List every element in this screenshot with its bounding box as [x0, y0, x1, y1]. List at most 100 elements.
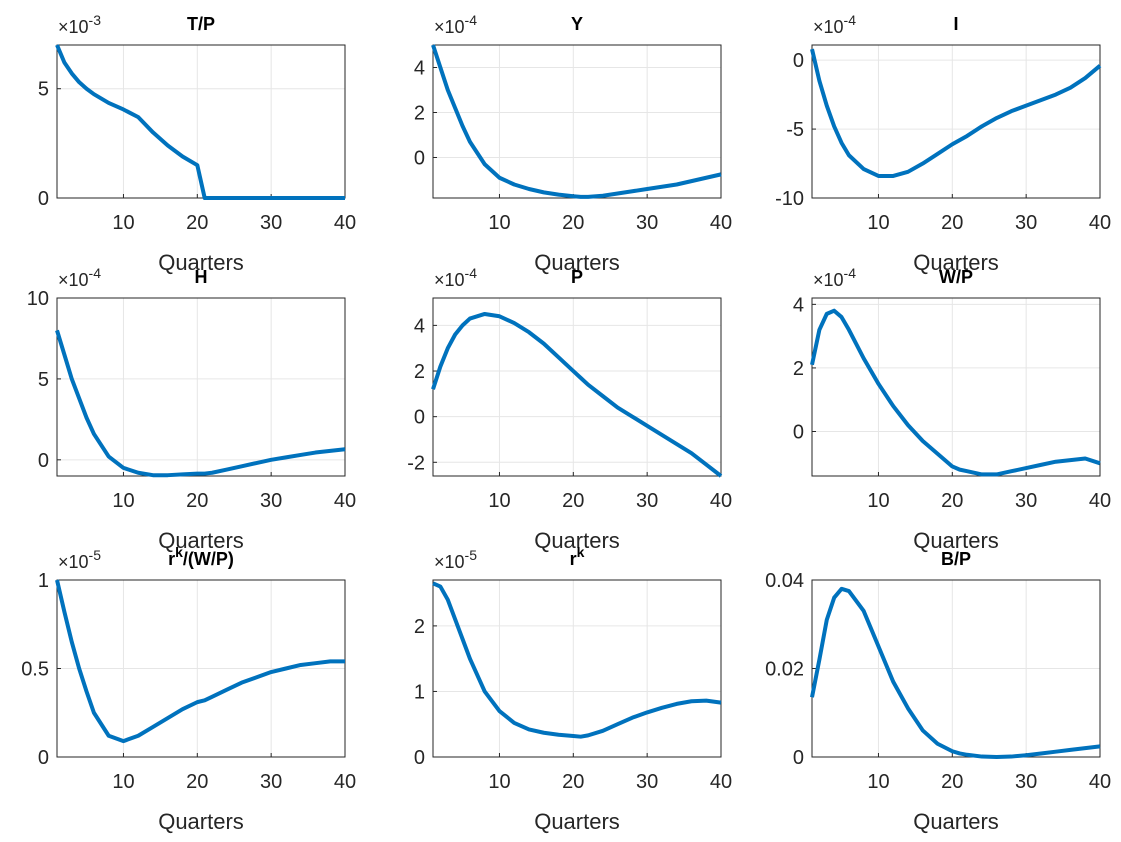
exponent-base: ×10 — [58, 17, 89, 37]
x-tick-label: 30 — [1015, 771, 1037, 793]
data-line — [432, 581, 722, 739]
x-axis-label: Quarters — [534, 809, 620, 834]
data-line — [55, 329, 346, 478]
title-text: P — [571, 267, 583, 287]
data-line — [55, 44, 345, 200]
x-tick-label: 40 — [710, 212, 732, 234]
title-text: I — [953, 14, 958, 34]
subplot-title: I — [953, 14, 958, 34]
subplot-title: Y — [571, 14, 583, 34]
x-tick-label: 30 — [260, 771, 282, 793]
axes-frame — [56, 579, 346, 758]
x-tick-label: 10 — [867, 771, 889, 793]
y-tick-label: -2 — [407, 452, 425, 474]
subplot: 0 5 10 10 20 30 40 H Quarters ×10-4 — [27, 265, 356, 553]
x-tick-label: 10 — [867, 212, 889, 234]
exponent-power: -4 — [465, 265, 478, 281]
x-axis-label: Quarters — [158, 528, 244, 553]
y-tick-label: 1 — [414, 681, 425, 703]
x-axis-label: Quarters — [534, 250, 620, 275]
axes-frame — [56, 297, 346, 477]
title-text: T/P — [187, 14, 215, 34]
plot-area — [57, 298, 345, 476]
x-tick-label: 10 — [112, 212, 134, 234]
subplot: 0 0.02 0.04 10 20 30 40 B/P Quarters — [765, 549, 1111, 834]
y-tick-label: 2 — [414, 616, 425, 638]
y-exponent: ×10-4 — [813, 12, 856, 37]
x-tick-label: 20 — [941, 212, 963, 234]
subplot-title: B/P — [941, 549, 971, 569]
y-tick-label: 4 — [793, 294, 804, 316]
x-tick-label: 20 — [941, 771, 963, 793]
x-tick-label: 40 — [334, 490, 356, 512]
subplot: -10 -5 0 10 20 30 40 I Quarters ×10-4 — [775, 12, 1111, 275]
y-tick-label: 2 — [793, 358, 804, 380]
x-tick-label: 10 — [867, 490, 889, 512]
y-tick-label: 0 — [414, 148, 425, 170]
y-tick-label: 4 — [414, 58, 425, 80]
exponent-power: -4 — [89, 265, 102, 281]
x-tick-label: 40 — [1089, 212, 1111, 234]
x-tick-label: 30 — [636, 212, 658, 234]
y-tick-label: 5 — [38, 79, 49, 101]
subplot: 0 2 4 10 20 30 40 Y Quarters ×10-4 — [414, 12, 732, 275]
x-tick-label: 40 — [334, 771, 356, 793]
y-tick-label: 0.02 — [765, 659, 804, 681]
subplot: 0 2 4 10 20 30 40 W/P Quarters ×10-4 — [793, 265, 1111, 553]
exponent-base: ×10 — [434, 17, 465, 37]
exponent-base: ×10 — [434, 270, 465, 290]
y-exponent: ×10-5 — [434, 547, 477, 572]
x-tick-label: 10 — [488, 490, 510, 512]
axes-frame — [811, 579, 1101, 758]
x-tick-label: 20 — [186, 212, 208, 234]
plot-area — [433, 298, 721, 476]
plot-area — [812, 298, 1100, 476]
x-axis-label: Quarters — [913, 528, 999, 553]
x-axis-label: Quarters — [913, 809, 999, 834]
subplot-title: rk/(W/P) — [168, 544, 234, 569]
x-tick-label: 20 — [562, 212, 584, 234]
x-tick-label: 30 — [1015, 212, 1037, 234]
exponent-base: ×10 — [813, 270, 844, 290]
subplot: -2 0 2 4 10 20 30 40 P Quarters ×10-4 — [407, 265, 732, 553]
x-tick-label: 20 — [941, 490, 963, 512]
title-text: r — [570, 549, 577, 569]
title-text: Y — [571, 14, 583, 34]
x-tick-label: 40 — [1089, 490, 1111, 512]
y-exponent: ×10-4 — [813, 265, 856, 290]
exponent-power: -4 — [465, 12, 478, 28]
plot-area — [812, 45, 1100, 198]
y-tick-label: 0 — [38, 188, 49, 210]
subplot-title: T/P — [187, 14, 215, 34]
y-exponent: ×10-3 — [58, 12, 101, 37]
x-tick-label: 40 — [710, 490, 732, 512]
y-tick-label: -10 — [775, 188, 804, 210]
x-axis-label: Quarters — [913, 250, 999, 275]
x-tick-label: 40 — [334, 212, 356, 234]
axes-frame — [811, 297, 1101, 477]
y-tick-label: 5 — [38, 369, 49, 391]
y-tick-label: 0 — [38, 747, 49, 769]
x-tick-label: 20 — [562, 771, 584, 793]
x-tick-label: 30 — [260, 212, 282, 234]
y-tick-label: -5 — [786, 119, 804, 141]
y-tick-label: 0 — [793, 50, 804, 72]
exponent-power: -5 — [465, 547, 478, 563]
x-tick-label: 20 — [186, 771, 208, 793]
x-tick-label: 10 — [112, 771, 134, 793]
exponent-power: -4 — [844, 12, 857, 28]
y-tick-label: 10 — [27, 288, 49, 310]
data-line — [810, 586, 1101, 759]
data-line — [431, 44, 722, 199]
y-tick-label: 0 — [414, 747, 425, 769]
y-tick-label: 1 — [38, 570, 49, 592]
x-tick-label: 40 — [1089, 771, 1111, 793]
axes-frame — [811, 44, 1101, 199]
y-tick-label: 0 — [414, 407, 425, 429]
x-tick-label: 10 — [488, 771, 510, 793]
x-tick-label: 40 — [710, 771, 732, 793]
title-text: H — [195, 267, 208, 287]
y-exponent: ×10-5 — [58, 547, 101, 572]
y-tick-label: 2 — [414, 103, 425, 125]
